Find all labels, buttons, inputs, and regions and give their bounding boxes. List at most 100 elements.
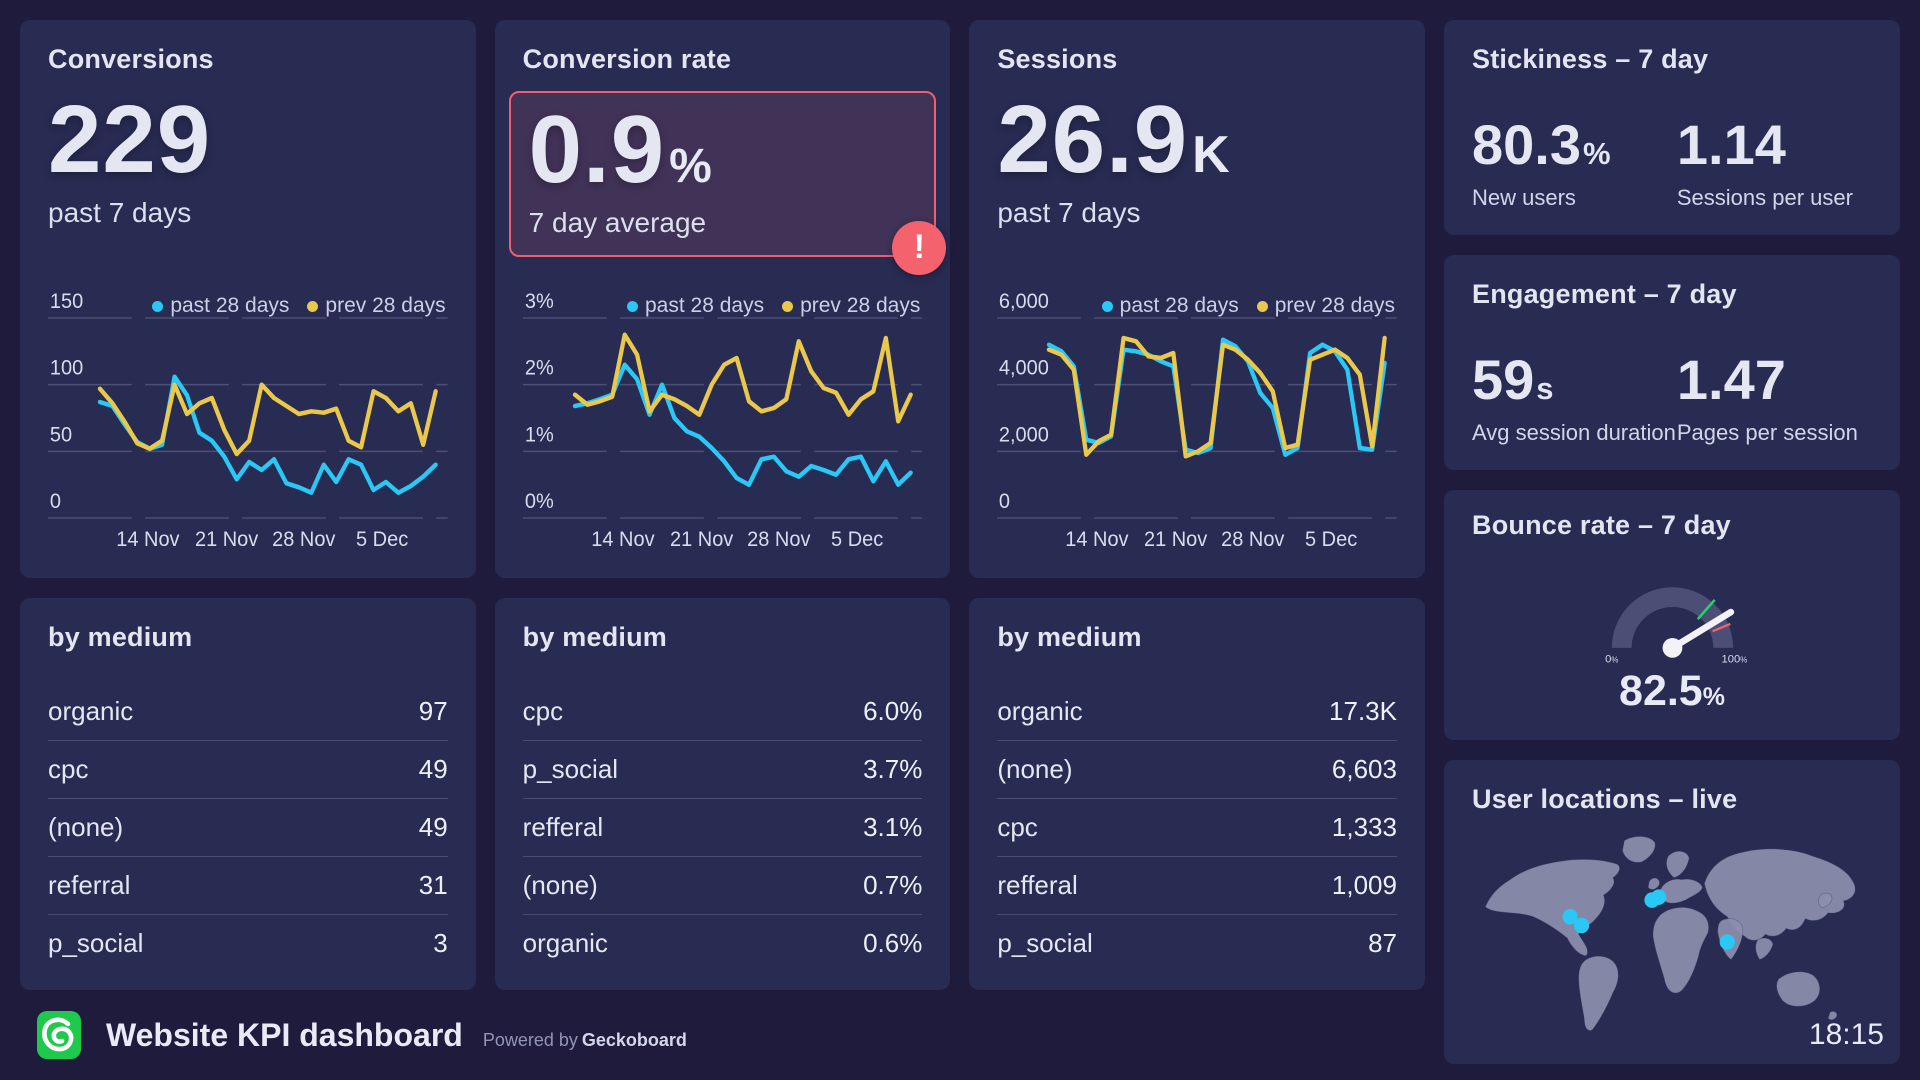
- panel-stickiness: Stickiness – 7 day 80.3% New users 1.14 …: [1444, 20, 1900, 235]
- world-map-svg: [1484, 836, 1856, 1031]
- row-label: organic: [997, 696, 1083, 726]
- conversion-rate-value: 0.9: [528, 96, 666, 203]
- row-value: 0.6%: [863, 928, 923, 958]
- row-label: p_social: [997, 928, 1093, 958]
- bounce-rate-gauge: 0% 100% 82.5%: [1472, 541, 1872, 716]
- row-value: 87: [1368, 928, 1397, 958]
- panel-title: Engagement – 7 day: [1472, 279, 1737, 309]
- dashboard-title: Website KPI dashboard: [106, 1016, 463, 1053]
- y-tick-label: 0: [50, 490, 61, 514]
- conversion-rate-headline: 0.9%: [529, 101, 917, 199]
- x-tick-label: 5 Dec: [356, 528, 408, 552]
- panel-conversion-rate-by-medium: by medium cpc 6.0% p_social 3.7% refferal 3.1…: [494, 598, 951, 990]
- engagement-metrics: 59s Avg session duration 1.47 Pages per …: [1472, 352, 1872, 446]
- table-row: cpc 6.0%: [522, 683, 923, 741]
- legend-dot-icon: [152, 300, 164, 312]
- y-tick-label: 150: [50, 292, 83, 313]
- world-map: [1472, 825, 1872, 1040]
- legend-item: prev 28 days: [1256, 294, 1395, 318]
- row-label: (none): [522, 870, 598, 900]
- user-location-dot: [1719, 934, 1735, 950]
- x-tick-label: 28 Nov: [1221, 528, 1285, 552]
- bounce-rate-value: 82.5%: [1619, 667, 1725, 715]
- sessions-subtitle: past 7 days: [997, 196, 1141, 228]
- x-tick-label: 28 Nov: [747, 528, 811, 552]
- y-tick-label: 4,000: [999, 356, 1049, 380]
- row-value: 3.1%: [863, 812, 923, 842]
- conversion-rate-alert-box: 0.9% 7 day average !: [508, 91, 947, 275]
- y-tick-label: 100: [50, 356, 83, 380]
- legend-dot-icon: [1101, 300, 1113, 312]
- panel-bounce-rate: Bounce rate – 7 day 0% 100% 82.5%: [1444, 490, 1900, 740]
- legend-item: past 28 days: [626, 294, 764, 318]
- y-tick-label: 1%: [525, 423, 554, 447]
- row-label: (none): [997, 754, 1073, 784]
- row-label: cpc: [522, 696, 564, 726]
- row-value: 1,009: [1331, 870, 1397, 900]
- panel-sessions: Sessions 26.9K past 7 days 0 2,000 4,000 6,…: [969, 20, 1425, 578]
- legend-item: prev 28 days: [782, 294, 920, 318]
- x-tick-label: 5 Dec: [1305, 528, 1357, 552]
- series-prev-28-days: [97, 382, 438, 457]
- geckoboard-logo-icon: [37, 1011, 81, 1059]
- geckoboard-brand: Geckoboard: [581, 1029, 687, 1050]
- panel-conversion-rate: Conversion rate 0.9% 7 day average ! 0% 1…: [494, 20, 951, 578]
- conversions-chart: 0 50 100 150 14 Nov 21 Nov 28 Nov 5 Dec past 28 …: [48, 292, 448, 554]
- row-label: refferal: [522, 812, 604, 842]
- map-dot-layer: [1562, 889, 1735, 950]
- panel-title: User locations – live: [1472, 784, 1738, 814]
- panel-conversions-by-medium: by medium organic 97 cpc 49 (none) 49 referral…: [20, 598, 476, 990]
- sessions-headline: 26.9K: [997, 91, 1397, 189]
- sessions-chart: 0 2,000 4,000 6,000 14 Nov 21 Nov 28 Nov 5 Dec p…: [997, 292, 1397, 554]
- table-row: organic 97: [48, 683, 448, 741]
- sessions-by-medium-table: organic 17.3K (none) 6,603 cpc 1,333 refferal 1…: [997, 683, 1397, 972]
- x-tick-label: 14 Nov: [1066, 528, 1130, 552]
- footer: Website KPI dashboard Powered by Geckoboa…: [20, 990, 1900, 1080]
- map-land: [1484, 836, 1856, 1031]
- user-location-dot: [1651, 889, 1667, 905]
- y-tick-label: 6,000: [999, 292, 1049, 313]
- x-tick-label: 21 Nov: [670, 528, 734, 552]
- y-tick-label: 0%: [525, 490, 554, 514]
- left-grid: Conversions 229 past 7 days 0 50 100 150 14 …: [20, 20, 1425, 990]
- gauge-arc: [1611, 587, 1733, 649]
- table-row: p_social 3: [48, 915, 448, 972]
- metric-new-users: 80.3% New users: [1472, 117, 1677, 211]
- legend-label: prev 28 days: [800, 294, 921, 317]
- panel-conversions: Conversions 229 past 7 days 0 50 100 150 14 …: [20, 20, 476, 578]
- row-label: (none): [48, 812, 124, 842]
- legend-label: prev 28 days: [325, 294, 446, 317]
- row-value: 6,603: [1331, 754, 1397, 784]
- new-users-value: 80.3: [1472, 113, 1581, 176]
- gauge-goal-marker: [1696, 599, 1716, 621]
- gauge-needle: [1668, 608, 1734, 652]
- table-row: (none) 6,603: [997, 741, 1397, 799]
- sessions-per-user-label: Sessions per user: [1676, 185, 1853, 210]
- powered-by: Powered by Geckoboard: [482, 1029, 687, 1050]
- avg-session-duration-value: 59: [1472, 348, 1535, 411]
- row-value: 97: [418, 696, 448, 726]
- y-tick-label: 2%: [525, 356, 554, 380]
- new-users-unit: %: [1583, 136, 1611, 171]
- line-chart-svg: 0 2,000 4,000 6,000 14 Nov 21 Nov 28 Nov 5 Dec: [997, 292, 1397, 552]
- sessions-per-user-value: 1.14: [1676, 113, 1786, 176]
- metric-pages-per-session: 1.47 Pages per session: [1677, 352, 1872, 446]
- panel-title: by medium: [48, 622, 193, 652]
- legend-item: past 28 days: [1101, 294, 1239, 318]
- table-row: cpc 1,333: [997, 799, 1397, 857]
- panel-title: Sessions: [997, 44, 1118, 74]
- row-label: p_social: [522, 754, 619, 784]
- bounce-rate-unit: %: [1702, 683, 1725, 711]
- metric-sessions-per-user: 1.14 Sessions per user: [1677, 117, 1872, 211]
- chart-legend: past 28 days prev 28 days: [626, 294, 920, 318]
- conversion-rate-by-medium-table: cpc 6.0% p_social 3.7% refferal 3.1% (none) 0.7…: [522, 683, 923, 972]
- right-column: Stickiness – 7 day 80.3% New users 1.14 …: [1444, 20, 1900, 1064]
- chart-legend: past 28 days prev 28 days: [1101, 294, 1395, 318]
- panel-title: Conversions: [48, 44, 214, 74]
- row-value: 49: [418, 754, 448, 784]
- x-tick-label: 14 Nov: [116, 528, 180, 552]
- legend-label: past 28 days: [1119, 294, 1239, 317]
- series-prev-28-days: [1047, 335, 1388, 459]
- conversion-rate-unit: %: [669, 140, 712, 193]
